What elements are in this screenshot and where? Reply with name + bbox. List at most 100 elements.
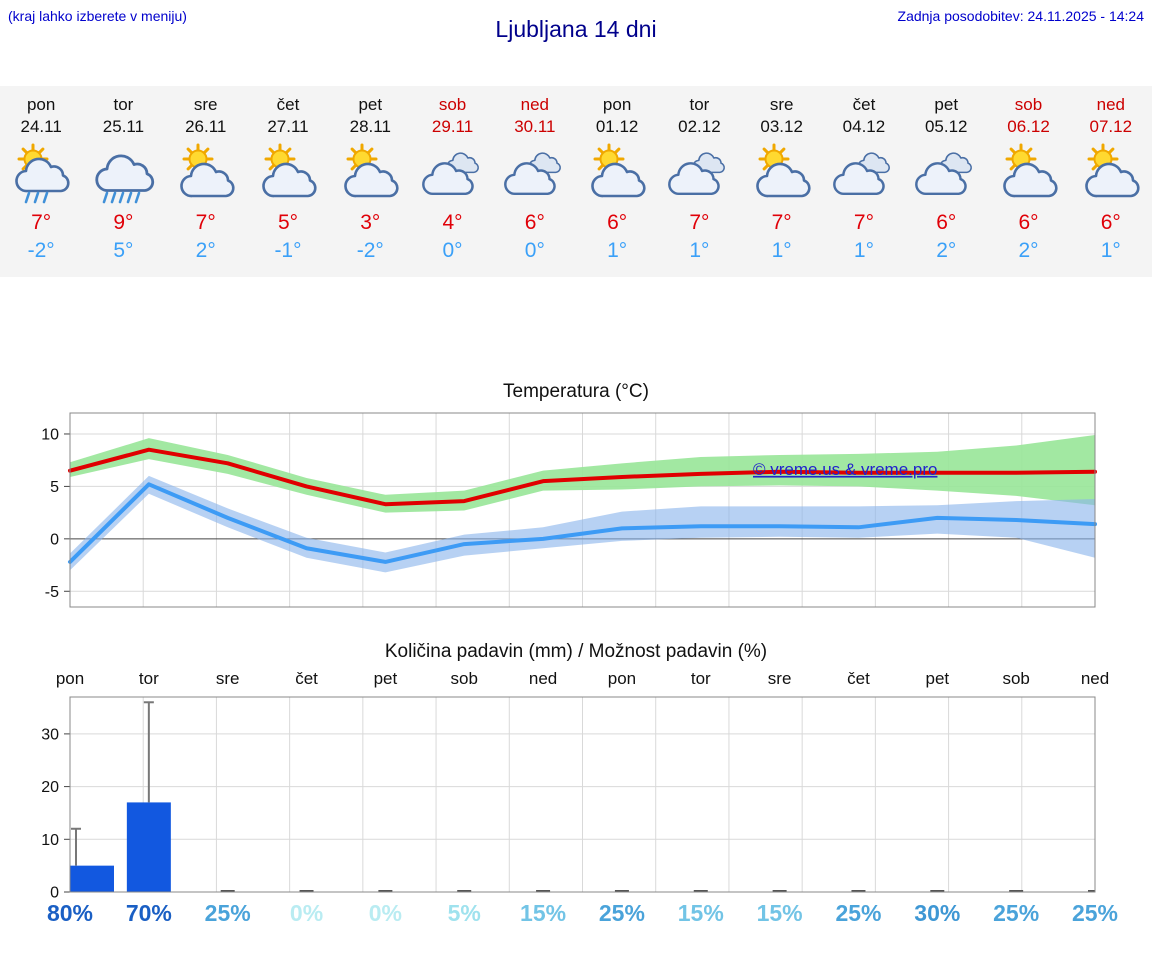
temp-min: 2° — [195, 239, 216, 262]
weather-icon — [987, 143, 1069, 207]
precip-ytick-label: 30 — [41, 726, 59, 743]
precip-ytick-label: 10 — [41, 832, 59, 849]
precip-probability: 70% — [126, 900, 172, 926]
precip-day-label: sob — [1002, 669, 1029, 688]
rain-drops-icon — [103, 191, 141, 204]
precip-day-label: pon — [56, 669, 84, 688]
day-date: 02.12 — [678, 117, 721, 136]
temp-max: 7° — [31, 211, 52, 234]
precip-probability: 5% — [448, 900, 481, 926]
precip-day-label: pet — [374, 669, 398, 688]
temp-min: 1° — [689, 239, 710, 262]
day-date: 29.11 — [431, 117, 474, 136]
precip-day-label: tor — [139, 669, 159, 688]
forecast-day: sob 06.12 6° 2° — [987, 94, 1069, 265]
precip-day-label: pet — [925, 669, 949, 688]
precip-ytick-label: 20 — [41, 779, 59, 796]
weather-icon — [823, 143, 905, 207]
precip-bar — [70, 865, 114, 892]
precip-probability: 15% — [678, 900, 724, 926]
day-date: 28.11 — [349, 117, 391, 136]
tmax-band — [70, 435, 1095, 513]
weather-icon-cloudy — [833, 152, 890, 196]
cloud-icon — [95, 154, 155, 192]
menu-hint: (kraj lahko izberete v meniju) — [8, 8, 187, 24]
precip-day-label: ned — [529, 669, 557, 688]
temp-min: 1° — [771, 239, 792, 262]
day-date: 26.11 — [185, 117, 227, 136]
weather-icon-partly — [1002, 143, 1058, 198]
day-date: 25.11 — [102, 117, 145, 136]
forecast-day: tor 02.12 7° 1° — [658, 94, 740, 265]
precip-probability: 25% — [993, 900, 1039, 926]
forecast-day: čet 27.11 5° -1° — [247, 94, 329, 265]
weather-icon-rain-sun — [15, 143, 70, 204]
temp-max: 6° — [1018, 211, 1039, 234]
precip-probability: 25% — [1072, 900, 1118, 926]
temperature-chart-title: Temperatura (°C) — [503, 381, 649, 402]
precip-probability: 0% — [369, 900, 402, 926]
temp-ytick-label: 10 — [41, 426, 59, 443]
temp-min: 0° — [524, 239, 545, 262]
temp-max: 6° — [607, 211, 628, 234]
forecast-day: pet 28.11 3° -2° — [329, 94, 411, 265]
temp-max: 3° — [360, 211, 381, 234]
day-date: 03.12 — [760, 117, 803, 136]
weather-icon — [658, 143, 740, 207]
weather-icon-cloudy — [503, 152, 561, 196]
temp-min: 2° — [1018, 239, 1039, 262]
weather-icon — [82, 143, 164, 207]
temp-min: -1° — [274, 239, 302, 262]
day-name: čet — [276, 95, 300, 114]
weather-icon-rain — [95, 154, 155, 204]
precip-chart-block: Količina padavin (mm) / Možnost padavin … — [0, 641, 1152, 929]
weather-icon-partly — [1085, 143, 1140, 198]
cloud-icon — [503, 162, 556, 196]
day-name: sob — [438, 95, 467, 114]
weather-icon-cloudy — [668, 152, 726, 196]
temp-max: 9° — [113, 211, 134, 234]
temp-min: -2° — [356, 239, 384, 262]
day-date: 01.12 — [595, 117, 639, 136]
day-name: čet — [852, 95, 876, 114]
day-name: pon — [602, 95, 632, 114]
precip-chart: pon tor sre čet pet sob ned pon tor sre čet pet sob n… — [41, 669, 1118, 926]
day-date: 05.12 — [924, 117, 968, 136]
cloud-icon — [421, 162, 474, 196]
cloud-icon — [1002, 162, 1058, 198]
weather-icon-partly — [755, 143, 811, 198]
cloud-icon — [15, 157, 70, 193]
forecast-day: pon 24.11 7° -2° — [0, 94, 82, 265]
precip-probability: 15% — [757, 900, 803, 926]
weather-icon — [329, 143, 411, 207]
forecast-day: čet 04.12 7° 1° — [823, 94, 905, 265]
cloud-icon — [668, 162, 721, 196]
precip-day-label: pon — [608, 669, 636, 688]
day-name: pon — [26, 95, 56, 114]
temp-max: 6° — [524, 211, 545, 234]
weather-icon-partly — [591, 143, 646, 198]
temp-max: 7° — [689, 211, 710, 234]
cloud-icon — [833, 162, 885, 196]
temp-min: 1° — [1100, 239, 1121, 262]
watermark-link[interactable]: © vreme.us & vreme.pro — [753, 460, 937, 479]
weather-icon-partly — [179, 143, 235, 198]
precip-day-label: ned — [1081, 669, 1109, 688]
temp-min: -2° — [27, 239, 55, 262]
precip-day-label: sre — [768, 669, 792, 688]
precip-ytick-label: 0 — [50, 885, 59, 902]
weather-icon — [411, 143, 493, 207]
topbar: (kraj lahko izberete v meniju) Ljubljana… — [0, 0, 1152, 60]
precip-probability: 25% — [205, 900, 251, 926]
precip-day-label: sob — [451, 669, 478, 688]
forecast-day: tor 25.11 9° 5° — [82, 94, 164, 265]
temp-max: 6° — [936, 211, 957, 234]
cloud-icon — [344, 162, 399, 198]
temp-ytick-label: 5 — [50, 479, 59, 496]
weather-icon — [165, 143, 247, 207]
temp-ytick-label: -5 — [45, 584, 59, 601]
forecast-day: sob 29.11 4° 0° — [411, 94, 493, 265]
precip-probability: 25% — [835, 900, 881, 926]
day-name: ned — [1096, 95, 1125, 114]
precip-probability: 80% — [47, 900, 93, 926]
